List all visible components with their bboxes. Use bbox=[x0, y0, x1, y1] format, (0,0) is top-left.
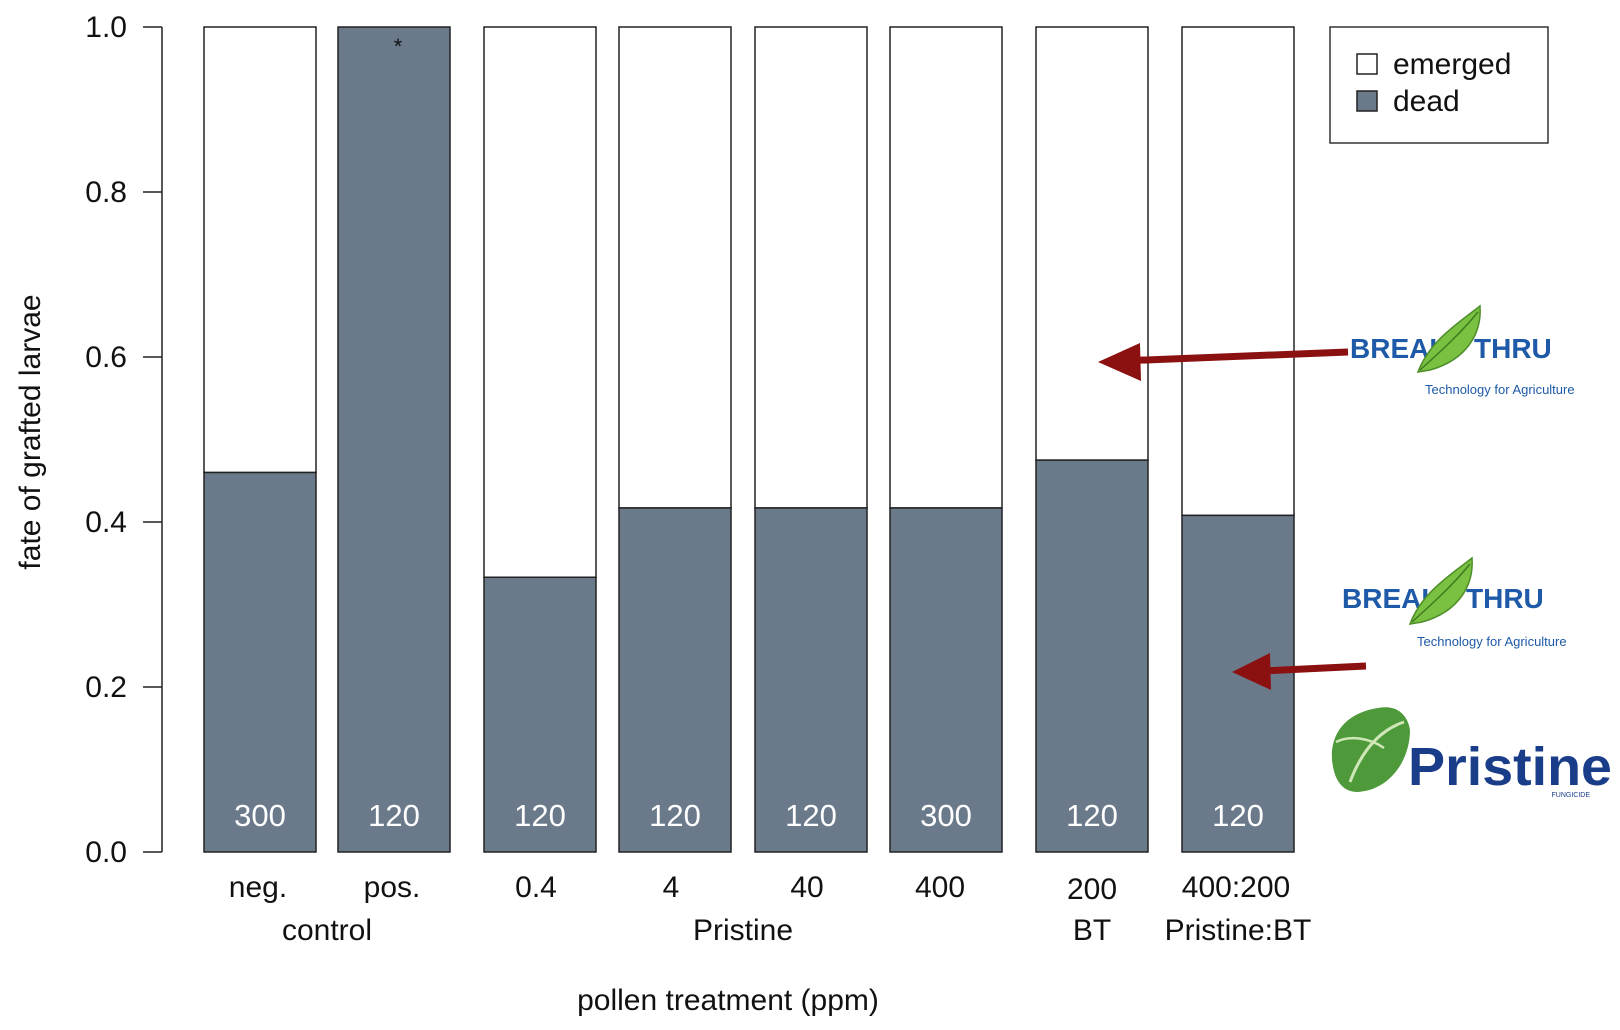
y-tick-label-0: 0.0 bbox=[85, 836, 127, 869]
arrow-head-combo bbox=[1232, 653, 1271, 690]
bar-emerged-4 bbox=[754, 26, 868, 509]
breakthru-logo-lower: BREAK THRU Technology for Agriculture bbox=[1342, 556, 1567, 649]
group-label-0: control bbox=[282, 914, 372, 947]
legend-label-emerged: emerged bbox=[1393, 48, 1511, 81]
y-tick-label-3: 0.6 bbox=[85, 341, 127, 374]
bar-emerged-0 bbox=[203, 26, 317, 474]
bar-dead-5 bbox=[889, 507, 1003, 853]
x-axis-labels: neg. pos. 0.4 4 40 400 200 400:200 control Pristi… bbox=[229, 871, 1312, 947]
sample-size-label-0: 300 bbox=[234, 798, 286, 833]
x-tick-label-1: pos. bbox=[364, 871, 421, 904]
x-tick-label-4: 40 bbox=[790, 871, 823, 904]
bar-emerged-5 bbox=[889, 26, 1003, 509]
x-tick-label-7: 400:200 bbox=[1182, 871, 1290, 904]
bar-dead-7 bbox=[1181, 514, 1295, 853]
significance-marker-0: * bbox=[394, 34, 403, 59]
bar-dead-4 bbox=[754, 507, 868, 853]
x-tick-label-5: 400 bbox=[915, 871, 965, 904]
y-tick-label-4: 0.8 bbox=[85, 176, 127, 209]
sample-size-label-1: 120 bbox=[368, 798, 420, 833]
arrow-to-combo-bar bbox=[1261, 662, 1367, 675]
group-label-2: BT bbox=[1073, 914, 1111, 947]
pristine-leaf-icon bbox=[1331, 707, 1410, 792]
sample-size-label-6: 120 bbox=[1066, 798, 1118, 833]
legend-swatch-dead bbox=[1356, 90, 1378, 112]
x-tick-label-6: 200 bbox=[1067, 873, 1117, 906]
bar-emerged-3 bbox=[618, 26, 732, 509]
legend-label-dead: dead bbox=[1393, 85, 1460, 118]
y-tick-label-2: 0.4 bbox=[85, 506, 127, 539]
y-axis: 0.0 0.2 0.4 0.6 0.8 1.0 bbox=[85, 11, 163, 869]
arrow-to-bt-bar bbox=[1119, 348, 1349, 365]
group-label-1: Pristine bbox=[693, 914, 793, 947]
breakthru-logo-lower-right: THRU bbox=[1466, 583, 1544, 614]
pristine-logo-word: Pristine bbox=[1408, 737, 1612, 797]
bar-emerged-6 bbox=[1035, 26, 1149, 461]
legend: emerged dead bbox=[1329, 26, 1549, 144]
y-tick-label-5: 1.0 bbox=[85, 11, 127, 44]
x-tick-label-2: 0.4 bbox=[515, 871, 557, 904]
sample-size-label-5: 300 bbox=[920, 798, 972, 833]
breakthru-logo-upper: BREAK THRU Technology for Agriculture bbox=[1350, 304, 1575, 397]
bar-dead-3 bbox=[618, 507, 732, 853]
bar-emerged-2 bbox=[483, 26, 597, 579]
sample-size-label-4: 120 bbox=[785, 798, 837, 833]
breakthru-upper-tagline: Technology for Agriculture bbox=[1425, 382, 1575, 397]
leaf-icon-lower bbox=[1408, 556, 1473, 625]
bar-dead-2 bbox=[483, 576, 597, 853]
pristine-leaf-icon-3 bbox=[1335, 736, 1385, 750]
bars-layer: 300 120 120 120 120 300 120 120 * bbox=[203, 26, 1295, 853]
sample-size-label-3: 120 bbox=[649, 798, 701, 833]
bar-dead-1 bbox=[337, 26, 451, 853]
pristine-logo: Pristine FUNGICIDE bbox=[1331, 707, 1612, 799]
legend-swatch-emerged bbox=[1356, 53, 1378, 75]
sample-size-label-2: 120 bbox=[514, 798, 566, 833]
arrow-head-bt bbox=[1098, 343, 1141, 381]
x-tick-label-3: 4 bbox=[663, 871, 680, 904]
bar-dead-6 bbox=[1035, 459, 1149, 853]
y-tick-label-1: 0.2 bbox=[85, 671, 127, 704]
bar-emerged-7 bbox=[1181, 26, 1295, 517]
bar-dead-0 bbox=[203, 471, 317, 853]
leaf-stem-icon bbox=[1419, 311, 1479, 371]
x-axis-title: pollen treatment (ppm) bbox=[577, 984, 879, 1017]
x-tick-label-0: neg. bbox=[229, 871, 287, 904]
y-axis-title: fate of grafted larvae bbox=[14, 294, 47, 569]
leaf-stem-icon-lower bbox=[1411, 563, 1471, 623]
sample-size-label-7: 120 bbox=[1212, 798, 1264, 833]
pristine-logo-sub: FUNGICIDE bbox=[1552, 792, 1591, 799]
legend-box bbox=[1329, 26, 1549, 144]
breakthru-logo-upper-right: THRU bbox=[1474, 333, 1552, 364]
leaf-icon bbox=[1416, 304, 1481, 373]
breakthru-lower-tagline: Technology for Agriculture bbox=[1417, 634, 1567, 649]
group-label-3: Pristine:BT bbox=[1165, 914, 1312, 947]
